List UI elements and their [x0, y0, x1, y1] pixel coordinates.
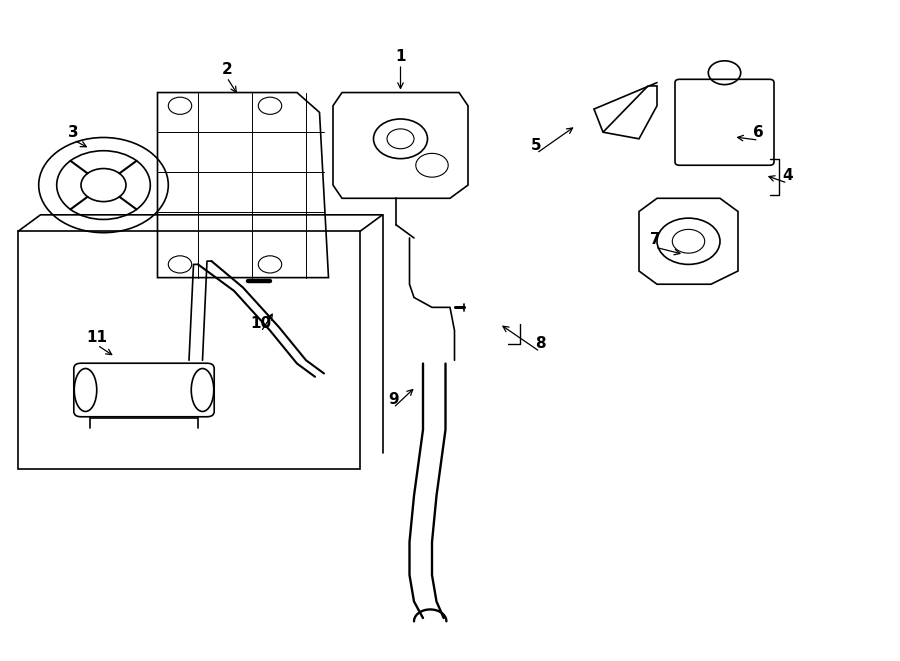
- Bar: [18, 231, 360, 469]
- Text: 8: 8: [535, 336, 545, 351]
- Text: 5: 5: [531, 138, 542, 153]
- Text: 11: 11: [86, 330, 108, 344]
- Text: 1: 1: [395, 49, 406, 63]
- Text: 9: 9: [388, 393, 399, 407]
- Text: 10: 10: [250, 317, 272, 331]
- Text: 2: 2: [221, 62, 232, 77]
- Text: 4: 4: [782, 168, 793, 182]
- Text: 7: 7: [650, 232, 661, 247]
- Text: 3: 3: [68, 125, 79, 139]
- Text: 6: 6: [753, 125, 764, 139]
